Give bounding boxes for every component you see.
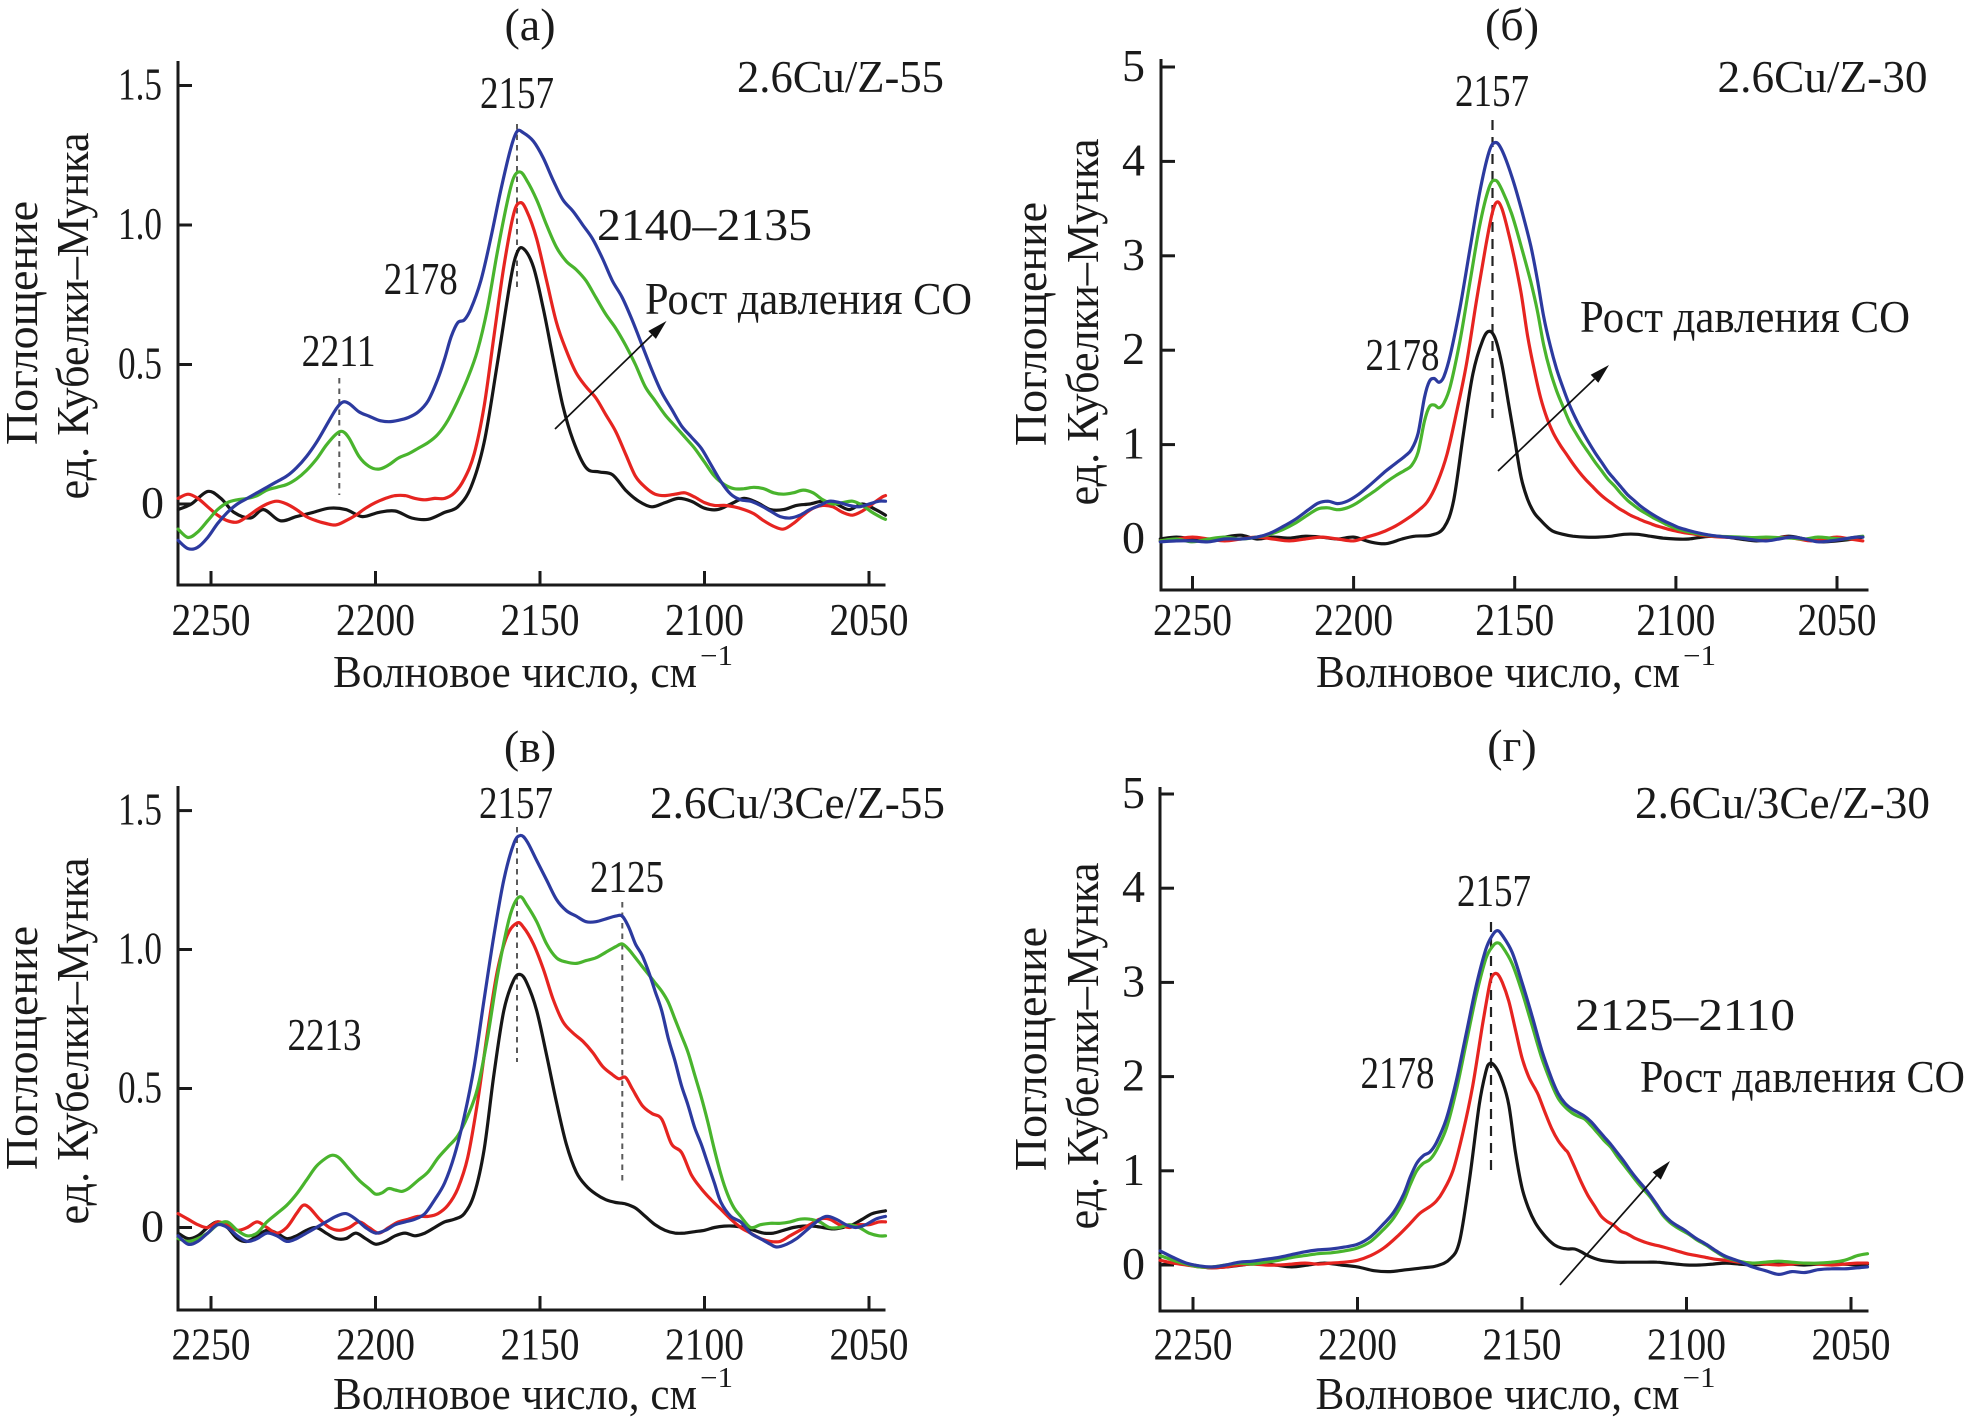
svg-text:2250: 2250 — [172, 1319, 251, 1370]
svg-text:Поглощение: Поглощение — [0, 926, 47, 1170]
svg-text:2050: 2050 — [1812, 1319, 1891, 1370]
svg-text:1.0: 1.0 — [118, 923, 162, 974]
svg-text:Волновое число, см: Волновое число, см — [1316, 1368, 1680, 1419]
svg-text:2211: 2211 — [302, 325, 376, 376]
svg-text:2200: 2200 — [336, 1319, 415, 1370]
svg-text:3: 3 — [1122, 955, 1145, 1006]
svg-text:2050: 2050 — [830, 594, 909, 645]
svg-text:2: 2 — [1122, 1050, 1145, 1101]
svg-text:Рост давления СО: Рост давления СО — [1580, 291, 1910, 342]
svg-text:1: 1 — [1122, 1144, 1145, 1195]
svg-text:2157: 2157 — [1455, 65, 1529, 116]
svg-text:1.5: 1.5 — [118, 784, 162, 835]
svg-text:0: 0 — [1122, 512, 1145, 563]
svg-text:2213: 2213 — [288, 1009, 362, 1060]
svg-text:2150: 2150 — [1483, 1319, 1562, 1370]
svg-text:2250: 2250 — [1154, 1319, 1233, 1370]
svg-text:Поглощение: Поглощение — [0, 201, 47, 445]
svg-text:(г): (г) — [1487, 720, 1537, 771]
svg-text:Волновое число, см: Волновое число, см — [333, 646, 697, 697]
svg-text:3: 3 — [1122, 229, 1145, 280]
svg-text:(а): (а) — [504, 0, 555, 50]
svg-text:−1: −1 — [1683, 1363, 1716, 1394]
svg-text:2100: 2100 — [665, 1319, 744, 1370]
svg-text:−1: −1 — [700, 641, 733, 672]
svg-text:ед. Кубелки–Мунка: ед. Кубелки–Мунка — [47, 858, 98, 1225]
svg-text:ед. Кубелки–Мунка: ед. Кубелки–Мунка — [1057, 139, 1108, 506]
svg-text:1.5: 1.5 — [118, 59, 162, 110]
svg-text:Волновое число, см: Волновое число, см — [333, 1368, 697, 1419]
svg-text:0: 0 — [141, 477, 164, 528]
svg-text:0.5: 0.5 — [118, 338, 162, 389]
svg-text:2.6Cu/3Ce/Z-30: 2.6Cu/3Ce/Z-30 — [1635, 777, 1930, 828]
svg-text:2050: 2050 — [1798, 594, 1877, 645]
svg-text:5: 5 — [1122, 767, 1145, 818]
svg-text:4: 4 — [1122, 861, 1145, 912]
svg-text:2100: 2100 — [1636, 594, 1715, 645]
svg-text:2200: 2200 — [1314, 594, 1393, 645]
svg-text:0.5: 0.5 — [118, 1062, 162, 1113]
svg-text:2250: 2250 — [1153, 594, 1232, 645]
svg-text:Рост давления СО: Рост давления СО — [1640, 1051, 1965, 1102]
svg-text:2157: 2157 — [1457, 865, 1531, 916]
svg-text:2150: 2150 — [501, 594, 580, 645]
svg-text:Поглощение: Поглощение — [1005, 202, 1056, 446]
svg-text:2.6Cu/3Ce/Z-55: 2.6Cu/3Ce/Z-55 — [650, 777, 945, 828]
svg-text:2100: 2100 — [1647, 1319, 1726, 1370]
svg-text:2157: 2157 — [479, 777, 553, 828]
svg-text:Волновое число, см: Волновое число, см — [1316, 646, 1680, 697]
svg-text:0: 0 — [1122, 1238, 1145, 1289]
svg-text:2157: 2157 — [480, 67, 554, 118]
svg-text:2150: 2150 — [501, 1319, 580, 1370]
svg-text:2050: 2050 — [830, 1319, 909, 1370]
svg-text:2150: 2150 — [1475, 594, 1554, 645]
svg-text:2178: 2178 — [384, 253, 458, 304]
svg-text:2178: 2178 — [1361, 1047, 1435, 1098]
svg-text:2125: 2125 — [590, 851, 664, 902]
svg-text:ед. Кубелки–Мунка: ед. Кубелки–Мунка — [1057, 863, 1108, 1230]
svg-text:1.0: 1.0 — [118, 198, 162, 249]
svg-text:−1: −1 — [700, 1363, 733, 1394]
svg-text:Поглощение: Поглощение — [1005, 927, 1056, 1171]
svg-text:−1: −1 — [1683, 641, 1716, 672]
svg-text:5: 5 — [1122, 40, 1145, 91]
svg-text:2178: 2178 — [1366, 329, 1440, 380]
svg-text:2100: 2100 — [665, 594, 744, 645]
svg-text:2: 2 — [1122, 323, 1145, 374]
svg-text:Рост давления СО: Рост давления СО — [645, 273, 972, 324]
svg-text:2.6Cu/Z-30: 2.6Cu/Z-30 — [1718, 51, 1928, 102]
svg-text:2250: 2250 — [172, 594, 251, 645]
svg-text:1: 1 — [1122, 418, 1145, 469]
svg-text:ед. Кубелки–Мунка: ед. Кубелки–Мунка — [47, 133, 98, 500]
svg-text:2.6Cu/Z-55: 2.6Cu/Z-55 — [737, 51, 944, 102]
svg-text:(в): (в) — [504, 721, 556, 772]
svg-text:2200: 2200 — [1318, 1319, 1397, 1370]
svg-text:2200: 2200 — [336, 594, 415, 645]
svg-text:(б): (б) — [1485, 0, 1539, 50]
svg-text:0: 0 — [141, 1201, 164, 1252]
svg-text:2125–2110: 2125–2110 — [1575, 989, 1795, 1040]
svg-text:4: 4 — [1122, 134, 1145, 185]
svg-text:2140–2135: 2140–2135 — [597, 199, 812, 250]
